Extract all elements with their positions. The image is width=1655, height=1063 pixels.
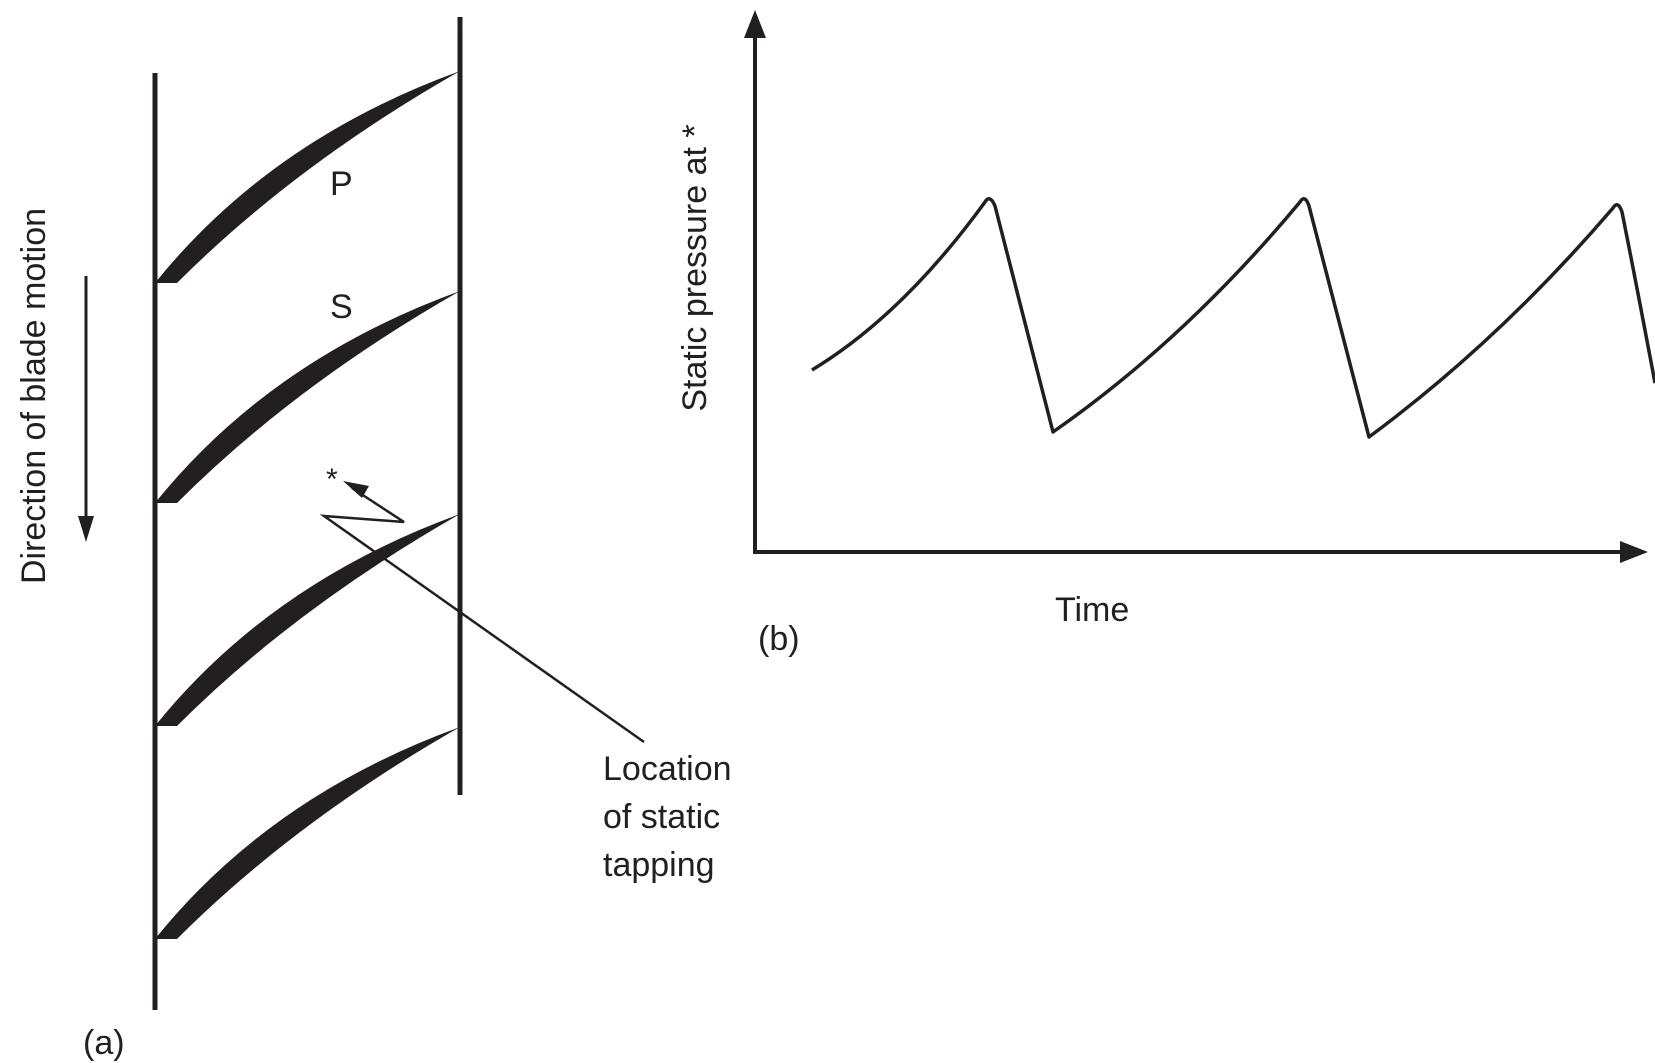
tapping-callout-line-1: Location bbox=[603, 750, 732, 788]
x-axis-arrow-head bbox=[1620, 541, 1648, 563]
tapping-callout-line-2: of static bbox=[603, 798, 720, 836]
suction-side-label: S bbox=[330, 288, 353, 326]
direction-arrow-head bbox=[78, 516, 94, 542]
blade bbox=[155, 291, 460, 503]
y-axis-arrow-head bbox=[744, 10, 766, 38]
blade bbox=[155, 514, 460, 726]
direction-label: Direction of blade motion bbox=[15, 208, 53, 584]
panel-a: P S * Location of static tapping Directi… bbox=[15, 17, 732, 1062]
panel-b-label: (b) bbox=[758, 620, 800, 658]
panel-a-label: (a) bbox=[83, 1024, 125, 1062]
pressure-side-label: P bbox=[330, 165, 353, 203]
blade bbox=[155, 727, 460, 939]
y-axis-label: Static pressure at * bbox=[676, 124, 714, 411]
tapping-arrow-zigzag bbox=[319, 486, 645, 744]
pressure-waveform bbox=[811, 197, 1655, 439]
tapping-callout-line-3: tapping bbox=[603, 846, 715, 884]
x-axis-label: Time bbox=[1055, 591, 1129, 629]
blade-row bbox=[155, 71, 460, 939]
panel-b: Static pressure at * Time (b) bbox=[676, 10, 1655, 658]
blade bbox=[155, 71, 460, 283]
tapping-marker: * bbox=[326, 463, 338, 496]
tapping-arrow-head bbox=[343, 481, 369, 498]
